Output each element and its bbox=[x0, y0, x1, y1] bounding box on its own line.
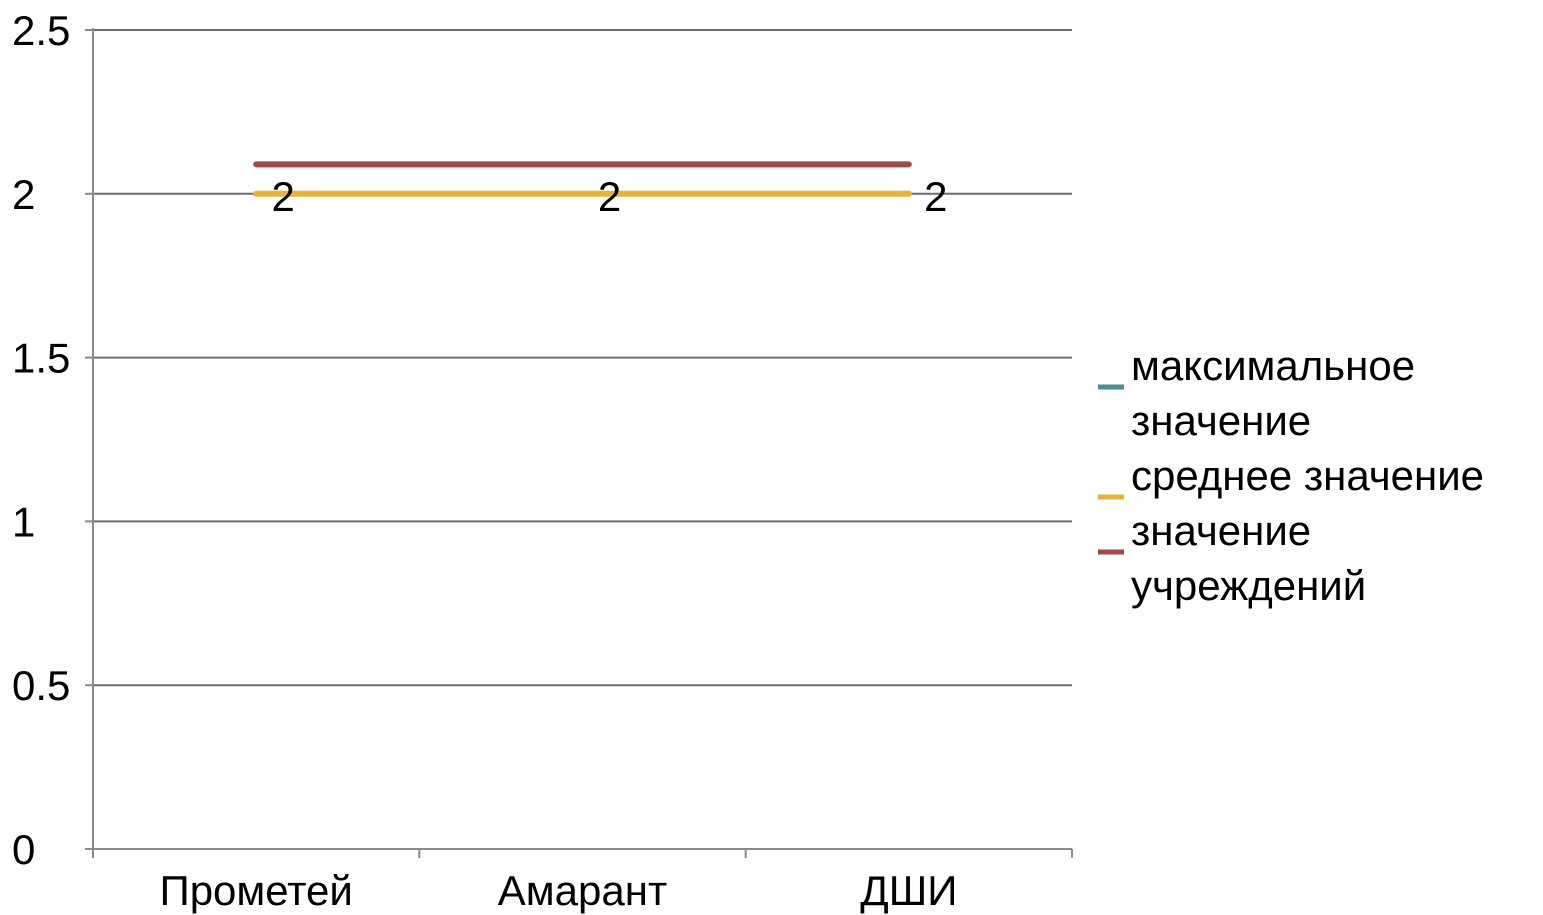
legend-label: значение bbox=[1131, 397, 1311, 444]
y-tick-label: 2 bbox=[12, 171, 35, 218]
x-tick-label: Прометей bbox=[160, 867, 353, 914]
gridlines bbox=[85, 30, 1072, 849]
axes bbox=[93, 28, 1072, 850]
legend-label: учреждений bbox=[1131, 562, 1366, 609]
legend-label: значение bbox=[1131, 507, 1311, 554]
y-tick-label: 0.5 bbox=[12, 662, 70, 709]
y-tick-label: 2.5 bbox=[12, 7, 70, 54]
legend: максимальное значение среднее значение знач… bbox=[1098, 342, 1484, 609]
legend-label: среднее значение bbox=[1131, 452, 1484, 499]
x-tick-label: ДШИ bbox=[860, 867, 957, 914]
y-axis-ticks: 0 0.5 1 1.5 2 2.5 bbox=[12, 7, 70, 873]
data-label: 2 bbox=[598, 173, 621, 220]
series-lines bbox=[256, 164, 909, 193]
y-tick-label: 1 bbox=[12, 498, 35, 545]
x-axis-ticks: Прометей Амарант ДШИ bbox=[93, 849, 1072, 914]
data-label: 2 bbox=[924, 173, 947, 220]
x-tick-label: Амарант bbox=[498, 867, 667, 914]
y-tick-label: 0 bbox=[12, 826, 35, 873]
legend-label: максимальное bbox=[1131, 342, 1415, 389]
data-label: 2 bbox=[271, 173, 294, 220]
y-tick-label: 1.5 bbox=[12, 335, 70, 382]
